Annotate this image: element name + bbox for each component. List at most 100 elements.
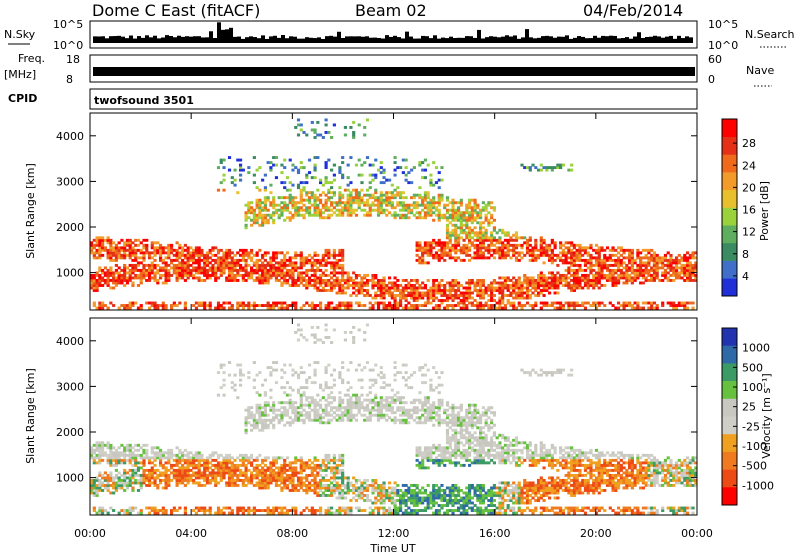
power-cell	[382, 208, 386, 212]
velocity-cell	[170, 471, 174, 475]
power-cell	[360, 304, 364, 307]
power-cell	[498, 281, 502, 285]
freq-panel	[89, 54, 698, 83]
velocity-cell	[123, 511, 127, 515]
power-cell	[509, 236, 513, 240]
power-cell	[520, 281, 524, 285]
power-cell	[357, 173, 361, 177]
noise-bar	[229, 27, 233, 43]
power-cell	[123, 304, 127, 307]
power-cell	[674, 304, 679, 307]
power-cell	[490, 221, 494, 225]
velocity-cell	[164, 509, 168, 512]
velocity-cell	[178, 471, 182, 475]
power-cell	[371, 178, 375, 182]
power-cell	[244, 268, 248, 272]
velocity-cell	[280, 471, 284, 475]
power-cell	[241, 251, 245, 255]
velocity-cell	[291, 461, 295, 465]
velocity-cell	[164, 481, 168, 485]
power-cell	[150, 256, 154, 260]
power-cell	[470, 281, 474, 285]
power-cell	[186, 261, 190, 265]
power-cell	[379, 161, 383, 165]
velocity-cell	[112, 453, 116, 457]
power-cell	[291, 196, 295, 200]
power-cell	[443, 203, 447, 207]
velocity-cell	[288, 473, 292, 477]
power-cell	[578, 284, 582, 287]
power-cell	[423, 168, 428, 172]
power-cell	[677, 304, 681, 307]
velocity-cell	[98, 456, 102, 460]
power-cell	[335, 306, 339, 310]
velocity-cell	[123, 509, 127, 512]
power-cell	[534, 166, 538, 170]
power-cell	[545, 286, 549, 290]
power-cell	[120, 253, 124, 257]
power-cell	[592, 248, 596, 252]
power-cell	[106, 273, 110, 277]
power-cell	[313, 213, 317, 217]
power-cell	[517, 281, 521, 285]
power-cell	[112, 281, 116, 285]
velocity-cell	[120, 486, 124, 490]
power-cell	[468, 226, 472, 230]
velocity-cell	[261, 426, 265, 430]
power-cell	[567, 246, 571, 250]
power-cell	[258, 206, 262, 210]
velocity-cell	[247, 376, 251, 380]
power-cell	[434, 304, 439, 307]
power-cell	[291, 281, 295, 285]
power-cell	[608, 271, 612, 275]
velocity-cell	[230, 483, 234, 487]
power-cell	[423, 284, 428, 287]
power-cell	[164, 268, 168, 272]
power-cell	[216, 263, 221, 267]
power-cell	[536, 276, 541, 280]
power-cell	[404, 158, 408, 162]
power-cell	[680, 301, 684, 305]
power-cell	[663, 253, 668, 257]
power-cell	[404, 294, 408, 297]
power-cell	[313, 276, 317, 280]
velocity-cell	[147, 483, 152, 487]
power-cell	[294, 196, 298, 200]
velocity-cell	[167, 478, 171, 482]
power-cell	[269, 276, 273, 280]
power-cell	[258, 216, 262, 220]
power-cell	[90, 278, 94, 282]
power-cell	[374, 196, 378, 200]
velocity-cell	[252, 468, 256, 472]
power-cell	[272, 273, 276, 277]
velocity-cell	[150, 446, 154, 450]
velocity-cell	[95, 446, 99, 450]
velocity-cell	[283, 461, 287, 465]
power-cell	[101, 253, 105, 257]
power-cell	[291, 261, 295, 265]
power-cell	[349, 284, 353, 287]
power-cell	[440, 178, 444, 182]
velocity-cell	[261, 509, 265, 512]
velocity-cell	[158, 453, 163, 457]
power-cell	[421, 161, 425, 165]
power-cell	[429, 291, 433, 295]
power-cell	[360, 208, 364, 212]
velocity-cell	[255, 423, 259, 427]
power-cell	[412, 299, 416, 302]
velocity-cell	[283, 481, 287, 485]
power-cell	[164, 278, 168, 282]
power-cell	[570, 304, 574, 307]
velocity-cell	[272, 461, 276, 465]
power-cell	[473, 201, 477, 205]
power-cell	[225, 276, 229, 280]
power-cell	[343, 278, 347, 282]
velocity-cell	[269, 408, 273, 412]
power-cell	[382, 276, 386, 280]
power-cell	[426, 243, 430, 247]
power-cell	[432, 203, 436, 207]
power-cell	[663, 268, 668, 272]
power-cell	[363, 273, 367, 277]
power-cell	[117, 278, 121, 282]
velocity-cell	[197, 456, 201, 460]
